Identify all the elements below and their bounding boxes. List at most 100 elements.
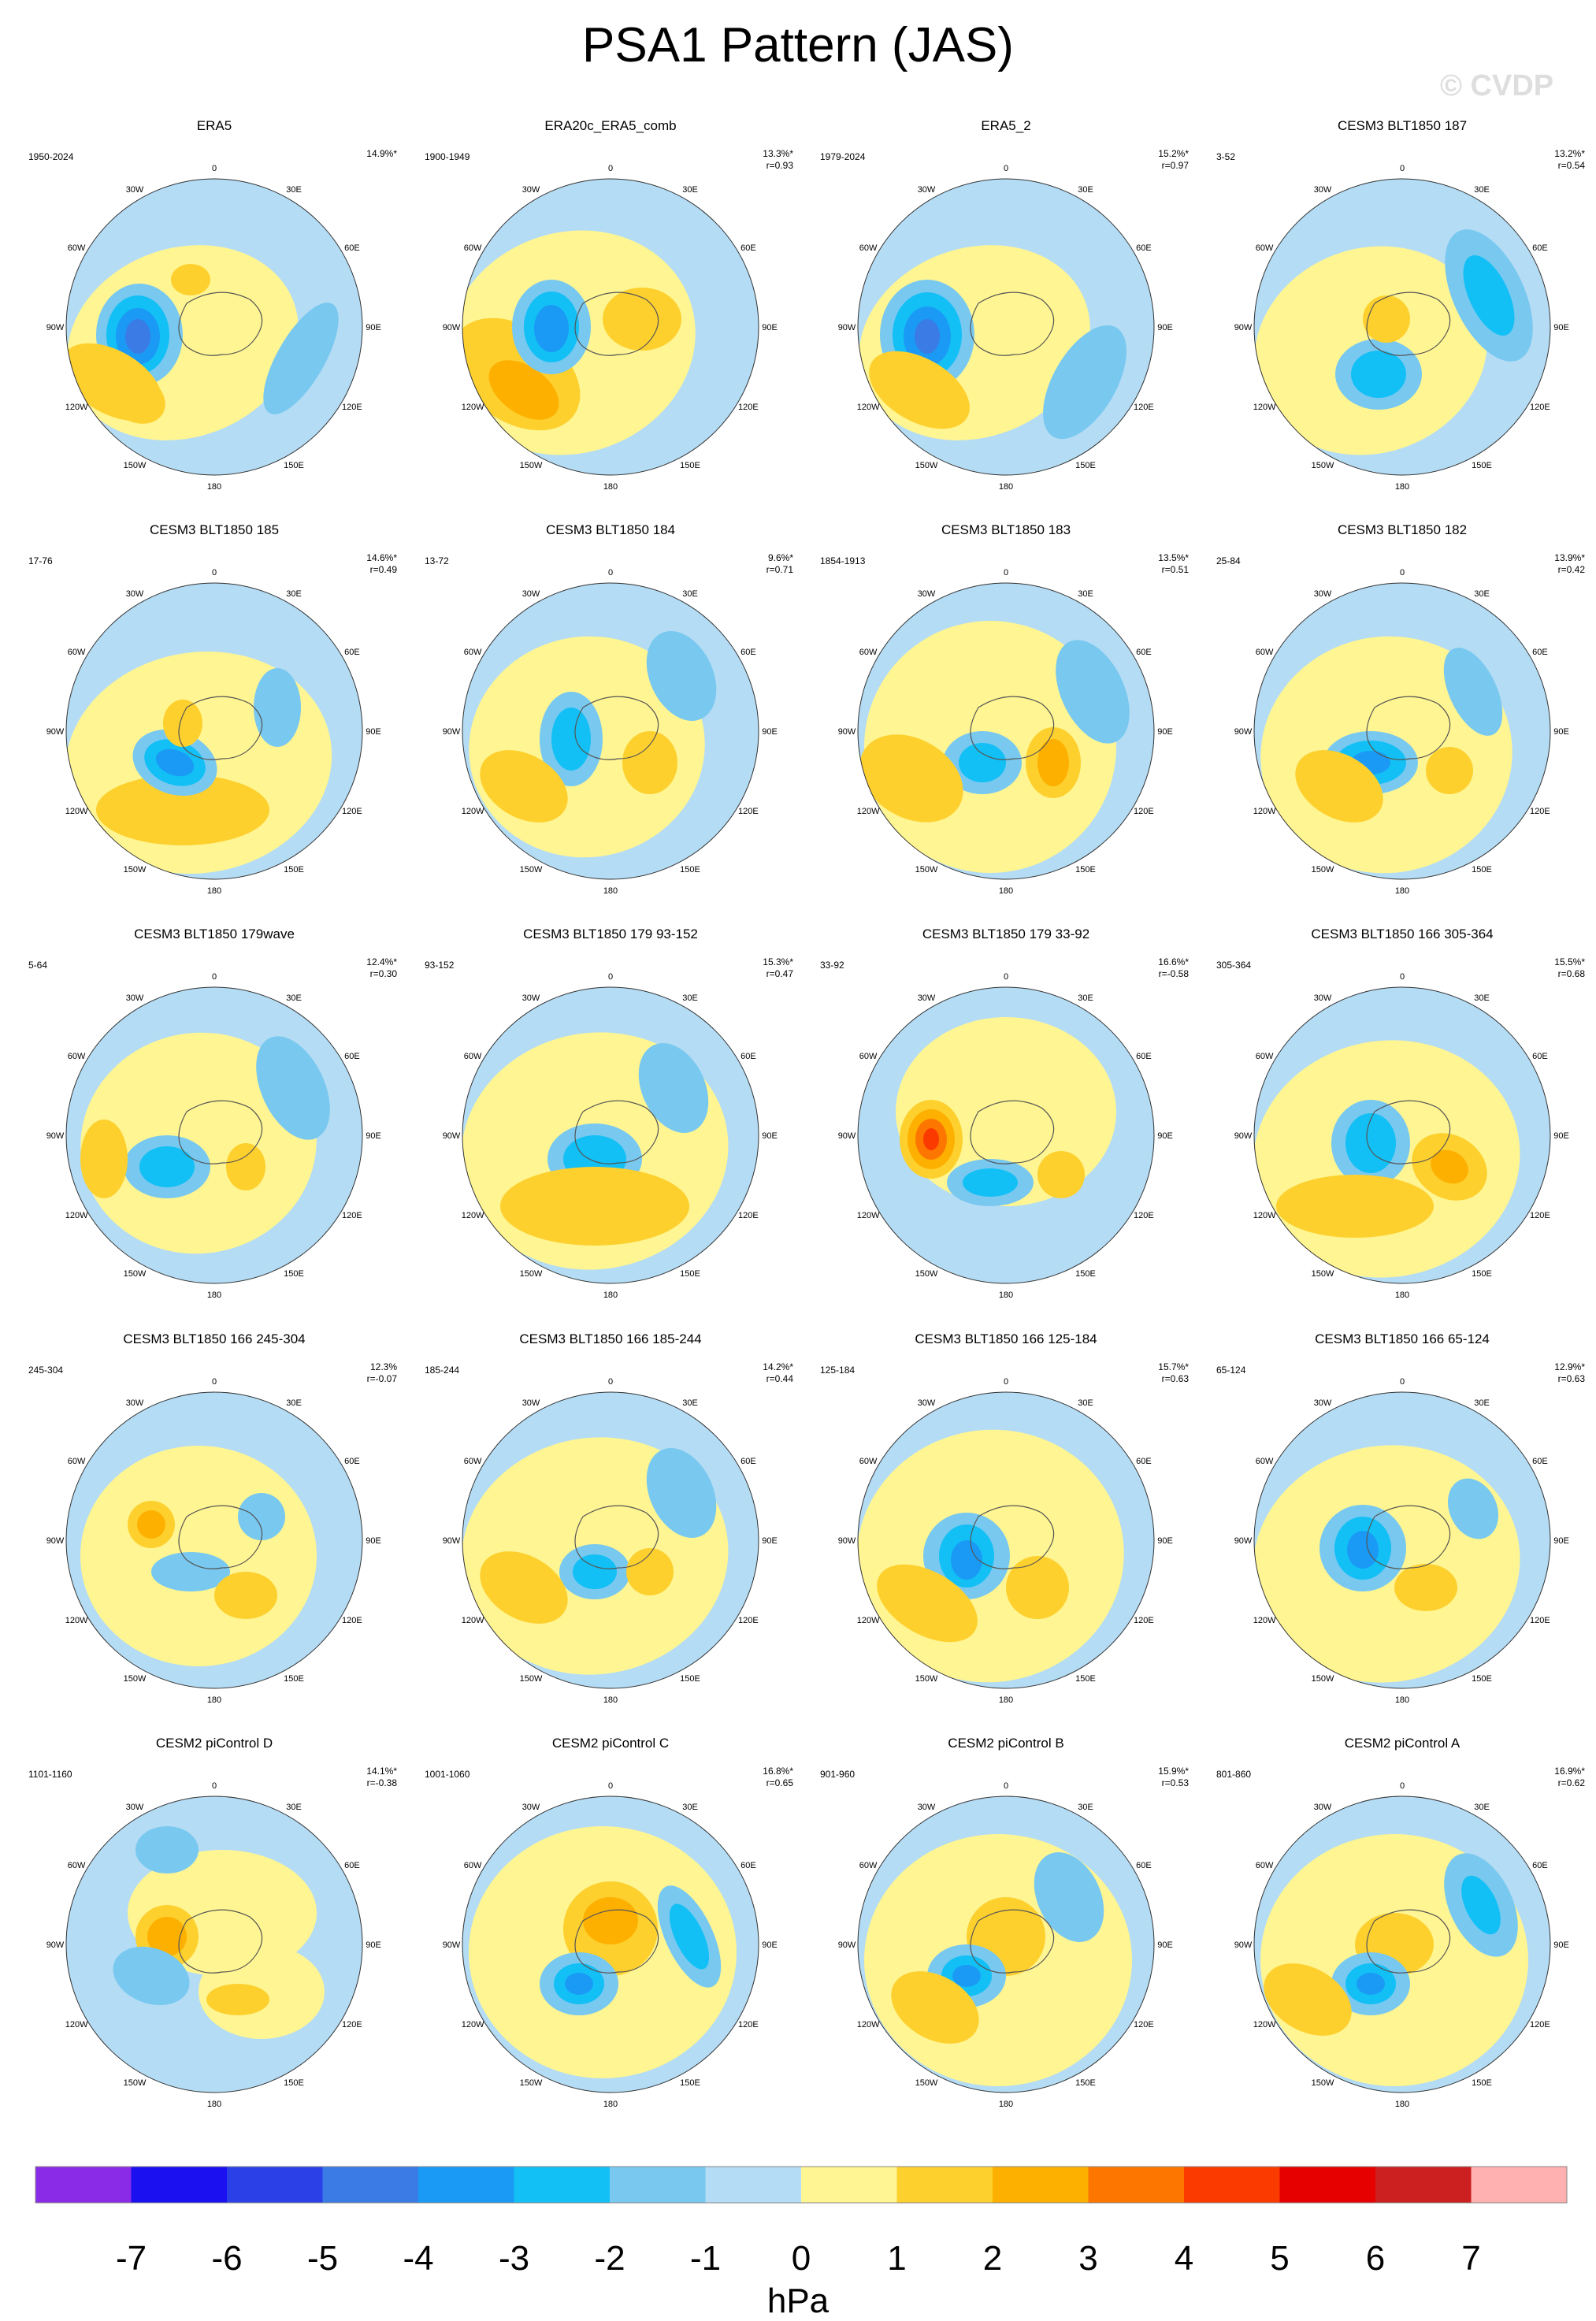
contour-region [147,1917,187,1956]
panel-correlation: r=0.51 [1161,564,1189,575]
contour-region [1037,1151,1085,1198]
contour-region [1037,739,1069,786]
longitude-label: 120W [857,403,880,412]
longitude-label: 180 [1395,1695,1409,1705]
longitude-label: 30W [918,993,936,1003]
panel-variance: 15.9%* [1158,1766,1189,1777]
contour-fill-group [858,1392,1154,1688]
map-panel: CESM3 BLT1850 185 17-76 14.6%* r=0.49 0 30E 60… [17,522,411,932]
longitude-label: 90W [838,1536,856,1546]
longitude-label: 30W [1314,1803,1332,1812]
panel-period: 801-860 [1216,1769,1252,1780]
longitude-label: 60W [464,1052,482,1061]
contour-region [480,1551,568,1624]
panel-stats: 15.3%* r=0.47 [763,956,793,980]
contour-region [646,1448,717,1538]
longitude-label: 120E [342,1211,362,1220]
panel-correlation: r=0.68 [1557,968,1585,979]
panel-correlation: r=0.54 [1557,160,1585,171]
map-panel: CESM2 piControl D 1101-1160 14.1%* r=-0.38 0… [17,1736,411,2145]
longitude-label: 150E [1472,2078,1492,2088]
coastline [970,1909,1055,1974]
longitude-label: 120W [462,1616,484,1625]
contour-region [565,1973,593,1995]
coastline [970,696,1055,760]
longitude-label: 30E [286,1803,302,1812]
colorbar-tick-label: 4 [1174,2239,1194,2278]
colorbar-swatch [227,2167,323,2203]
longitude-label: 60E [740,1861,756,1870]
longitude-label: 180 [207,482,221,492]
contour-region [638,1043,709,1133]
longitude-label: 0 [1400,1377,1405,1387]
panel-period: 1101-1160 [28,1769,72,1780]
polar-map: 0 30E 60E 90E 120E 150E 180 150W 120W 90W 60W 30W [46,164,381,492]
contour-region [1034,1852,1104,1942]
longitude-label: 180 [999,1290,1013,1300]
contour-region [163,700,202,747]
contour-region [214,1572,277,1619]
contour-region [1461,1875,1501,1935]
longitude-label: 150E [680,2078,700,2088]
longitude-label: 60W [859,1861,878,1870]
longitude-label: 30W [522,1398,540,1408]
longitude-label: 90W [838,323,856,332]
contour-region [1276,1175,1434,1238]
longitude-label: 60W [1256,1861,1274,1870]
longitude-label: 150W [124,2078,147,2088]
longitude-label: 120W [65,1211,88,1220]
polar-map: 0 30E 60E 90E 120E 150E 180 150W 120W 90W 60W 30W [46,1377,381,1705]
longitude-label: 30E [682,1398,698,1408]
contour-region [622,731,677,794]
longitude-label: 120E [1530,1616,1550,1625]
longitude-label: 90E [762,727,778,737]
panel-variance: 14.1%* [366,1766,397,1777]
map-border [65,986,363,1284]
panel-stats: 13.9%* r=0.42 [1554,552,1585,576]
longitude-label: 180 [603,886,618,896]
longitude-label: 60E [1136,243,1152,253]
panel-correlation: r=0.65 [766,1777,793,1788]
map-border [65,178,363,476]
longitude-label: 60W [68,1052,86,1061]
map-border [462,1391,759,1689]
panel-period: 305-364 [1216,960,1252,971]
longitude-label: 30E [682,993,698,1003]
colorbar-swatch [418,2167,514,2203]
longitude-label: 60E [740,243,756,253]
map-border [1253,1391,1551,1689]
panel-variance: 14.9%* [366,148,397,159]
contour-region [1056,640,1130,744]
map-panel: ERA20c_ERA5_comb 1900-1949 13.3%* r=0.93 0 30… [414,118,807,528]
panel-title: ERA5_2 [981,118,1031,133]
longitude-label: 180 [1395,1290,1409,1300]
polar-map: 0 30E 60E 90E 120E 150E 180 150W 120W 90W 60W 30W [838,164,1173,492]
longitude-label: 150E [1075,865,1096,875]
longitude-label: 150E [1472,865,1492,875]
contour-fill-group [1254,987,1550,1283]
longitude-label: 90E [1157,323,1173,332]
longitude-label: 90E [762,323,778,332]
longitude-label: 30E [1474,1398,1490,1408]
longitude-label: 90W [1234,1536,1253,1546]
longitude-label: 150E [1472,1269,1492,1279]
longitude-label: 60W [1256,1052,1274,1061]
longitude-label: 120E [738,1211,759,1220]
panel-period: 245-304 [28,1365,64,1376]
contour-region [500,1167,689,1246]
contour-region [951,1540,982,1580]
map-border [65,1391,363,1689]
longitude-label: 150W [1312,2078,1334,2088]
longitude-label: 60W [1256,1457,1274,1466]
longitude-label: 0 [212,164,217,173]
contour-fill-group [858,987,1154,1283]
contour-region [488,360,559,420]
longitude-label: 60E [740,1457,756,1466]
longitude-label: 30W [522,993,540,1003]
longitude-label: 30E [1474,993,1490,1003]
contour-region [226,1143,265,1190]
contour-fill-group [66,1796,362,2093]
colorbar-tick-label: 5 [1270,2239,1290,2278]
contour-fill-group [858,1796,1154,2093]
longitude-label: 150E [284,2078,304,2088]
